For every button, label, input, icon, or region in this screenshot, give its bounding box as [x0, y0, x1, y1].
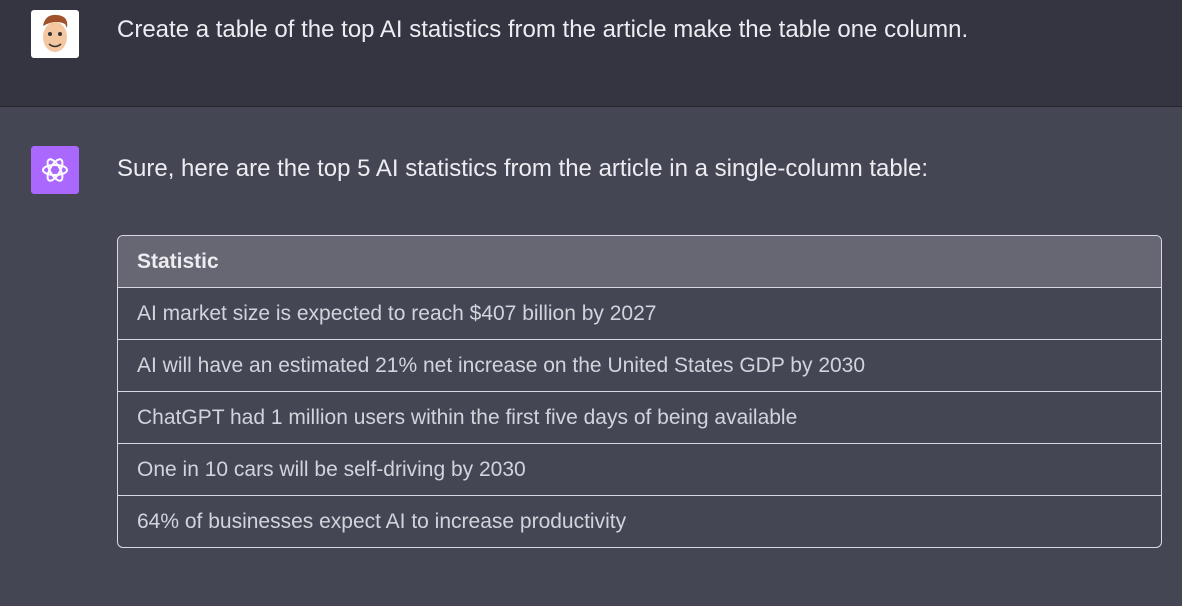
user-turn: Create a table of the top AI statistics …	[0, 0, 1182, 107]
table-row: One in 10 cars will be self-driving by 2…	[118, 444, 1161, 496]
table-cell: AI market size is expected to reach $407…	[118, 288, 1161, 340]
stats-table: Statistic AI market size is expected to …	[117, 235, 1162, 548]
assistant-avatar	[31, 146, 79, 194]
table-cell: ChatGPT had 1 million users within the f…	[118, 392, 1161, 444]
table-cell: AI will have an estimated 21% net increa…	[118, 340, 1161, 392]
table-cell: One in 10 cars will be self-driving by 2…	[118, 444, 1161, 496]
table-row: ChatGPT had 1 million users within the f…	[118, 392, 1161, 444]
assistant-turn: Sure, here are the top 5 AI statistics f…	[0, 107, 1182, 606]
table-cell: 64% of businesses expect AI to increase …	[137, 509, 627, 533]
table-row: AI market size is expected to reach $407…	[118, 288, 1161, 340]
table-header: Statistic	[118, 236, 1161, 288]
user-avatar	[31, 10, 79, 58]
table-row: 64% of businesses expect AI to increase …	[118, 496, 1161, 547]
table-row: AI will have an estimated 21% net increa…	[118, 340, 1161, 392]
user-message: Create a table of the top AI statistics …	[117, 16, 969, 43]
assistant-intro: Sure, here are the top 5 AI statistics f…	[117, 155, 929, 182]
